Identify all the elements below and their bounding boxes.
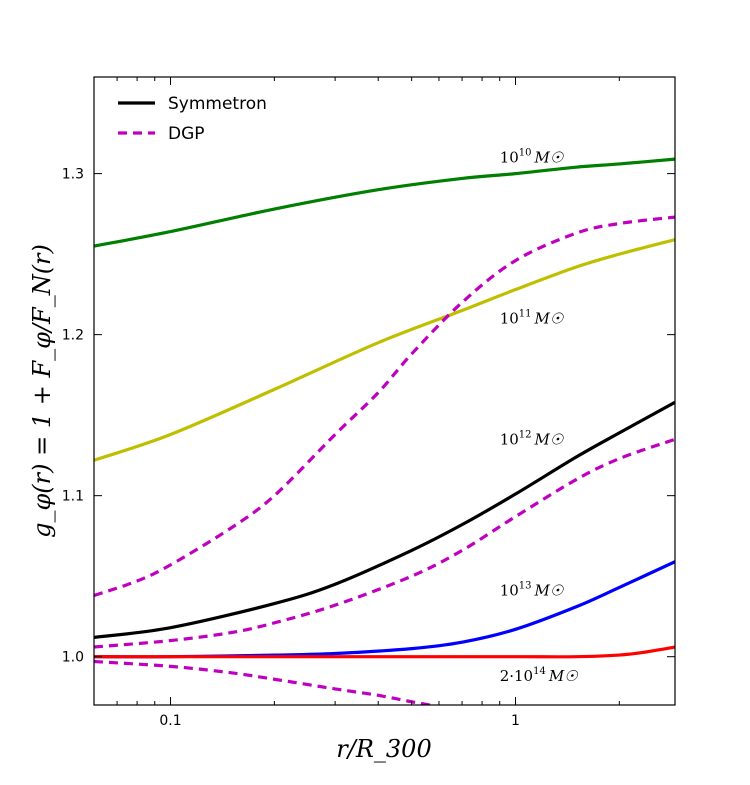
x-tick-label: 1 (511, 713, 520, 729)
y-tick-label: 1.1 (62, 489, 84, 505)
mass-annotation: 2·1014 M☉ (500, 666, 578, 685)
y-axis-label: g_φ(r) = 1 + F_φ/F_N(r) (28, 244, 56, 538)
x-tick-label: 0.1 (159, 713, 181, 729)
series-line-symmetron-10-12-m (94, 400, 675, 639)
legend-symmetron-label: Symmetron (168, 94, 267, 114)
series-layer (94, 157, 675, 705)
y-tick-label: 1.3 (62, 167, 84, 183)
plot-frame (93, 76, 676, 706)
mass-annotation: 1011 M☉ (500, 309, 564, 328)
series-line-symmetron-10-13-m (94, 560, 675, 659)
legend: Symmetron DGP (118, 94, 267, 144)
tick-layer: 0.1 1 1.0 1.1 1.2 1.3 (62, 77, 675, 729)
mass-annotation: 1012 M☉ (500, 429, 564, 448)
series-line-symmetron-2-10-14-m (94, 645, 675, 659)
series-line-dgp-10-13-m (94, 659, 440, 705)
plot-area: 0.1 1 1.0 1.1 1.2 1.3 1010 M☉ 1011 M☉ 1012 M☉ 1013 M… (62, 76, 676, 729)
mass-annotation: 1010 M☉ (500, 148, 564, 167)
y-tick-label: 1.0 (62, 650, 84, 666)
y-tick-label: 1.2 (62, 328, 84, 344)
x-axis-label: r/R_300 (336, 735, 431, 763)
legend-dgp-label: DGP (168, 124, 205, 144)
series-line-dgp-10-12-m (94, 437, 675, 649)
mass-annotation: 1013 M☉ (500, 581, 564, 600)
series-line-symmetron-10-10-m (94, 157, 675, 248)
annotation-layer: 1010 M☉ 1011 M☉ 1012 M☉ 1013 M☉ 2·1014 M☉ (500, 148, 578, 686)
series-line-dgp-10-11-m (94, 215, 675, 598)
series-line-symmetron-10-11-m (94, 238, 675, 462)
